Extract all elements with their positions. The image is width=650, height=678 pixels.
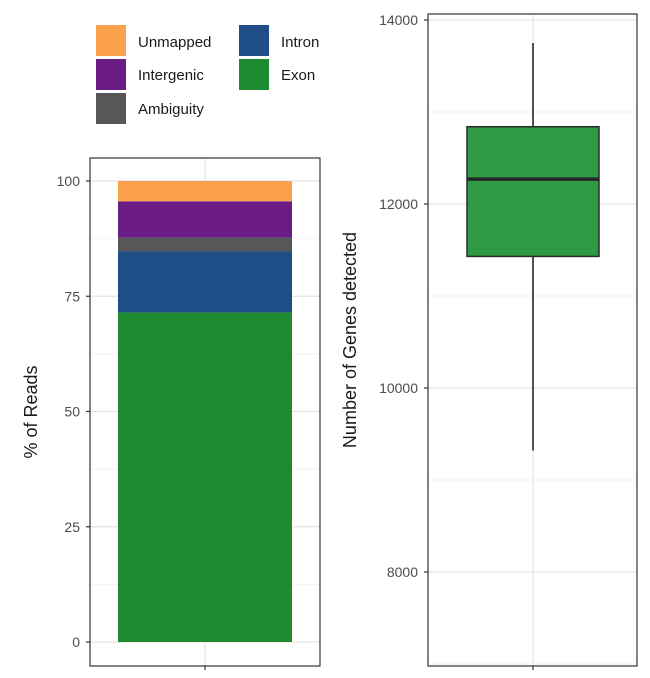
genes-y-tick-label: 12000 — [379, 196, 418, 212]
genes-y-axis: 8000 10000 12000 14000 — [379, 12, 534, 670]
genes-y-tick-label: 10000 — [379, 380, 418, 396]
legend-swatch-intergenic — [96, 59, 126, 90]
legend-swatch-unmapped — [96, 25, 126, 56]
bar-segment-unmapped — [118, 181, 292, 202]
legend-item-unmapped: Unmapped — [96, 25, 211, 56]
reads-y-tick-label: 75 — [64, 288, 80, 304]
legend-swatch-exon — [239, 59, 269, 90]
reads-y-tick-label: 0 — [72, 634, 80, 650]
legend-label-exon: Exon — [281, 67, 315, 84]
bar-segment-intergenic — [118, 201, 292, 238]
legend-label-intron: Intron — [281, 34, 319, 51]
legend-swatch-intron — [239, 25, 269, 56]
reads-y-axis-title: % of Reads — [21, 365, 41, 458]
box-iqr — [466, 125, 600, 258]
reads-y-axis: 0 25 50 75 100 — [57, 173, 206, 670]
legend-item-exon: Exon — [239, 59, 315, 90]
legend-item-intergenic: Intergenic — [96, 59, 204, 90]
legend-label-intergenic: Intergenic — [138, 67, 204, 84]
bar-segment-ambiguity — [118, 237, 292, 252]
legend-item-intron: Intron — [239, 25, 319, 56]
reads-bar — [118, 181, 292, 642]
reads-y-tick-label: 25 — [64, 519, 80, 535]
genes-y-tick-label: 8000 — [387, 564, 418, 580]
legend: Unmapped Intergenic Ambiguity Intron Exo… — [96, 25, 319, 124]
legend-swatch-ambiguity — [96, 93, 126, 124]
genes-y-axis-title: Number of Genes detected — [340, 232, 360, 448]
reads-y-tick-label: 100 — [57, 173, 81, 189]
genes-panel: 8000 10000 12000 14000 Number of Genes dete… — [340, 12, 638, 670]
legend-item-ambiguity: Ambiguity — [96, 93, 204, 124]
bar-segment-exon — [118, 312, 292, 642]
legend-label-ambiguity: Ambiguity — [138, 101, 204, 118]
bar-segment-intron — [118, 251, 292, 313]
reads-panel: 0 25 50 75 100 % of Reads — [21, 157, 321, 670]
genes-boxplot — [466, 43, 600, 451]
legend-label-unmapped: Unmapped — [138, 34, 211, 51]
genes-y-tick-label: 14000 — [379, 12, 418, 28]
reads-y-tick-label: 50 — [64, 404, 80, 420]
